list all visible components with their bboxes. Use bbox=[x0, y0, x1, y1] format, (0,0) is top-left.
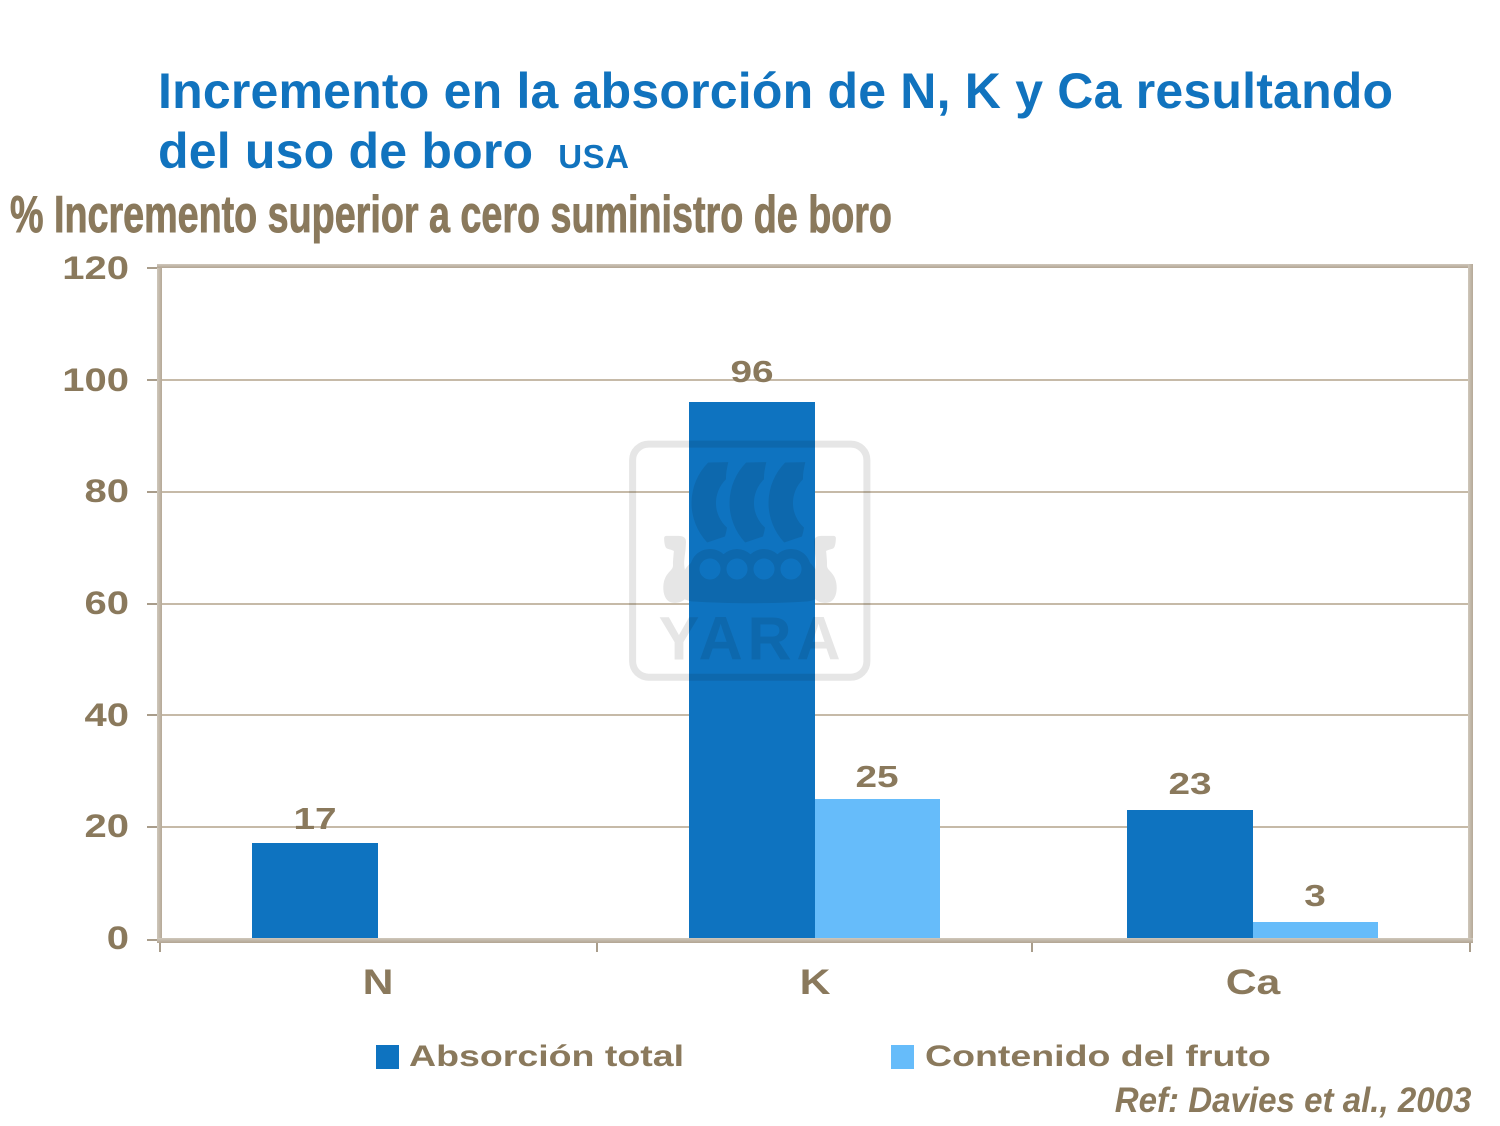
svg-text:YARA: YARA bbox=[659, 605, 846, 673]
